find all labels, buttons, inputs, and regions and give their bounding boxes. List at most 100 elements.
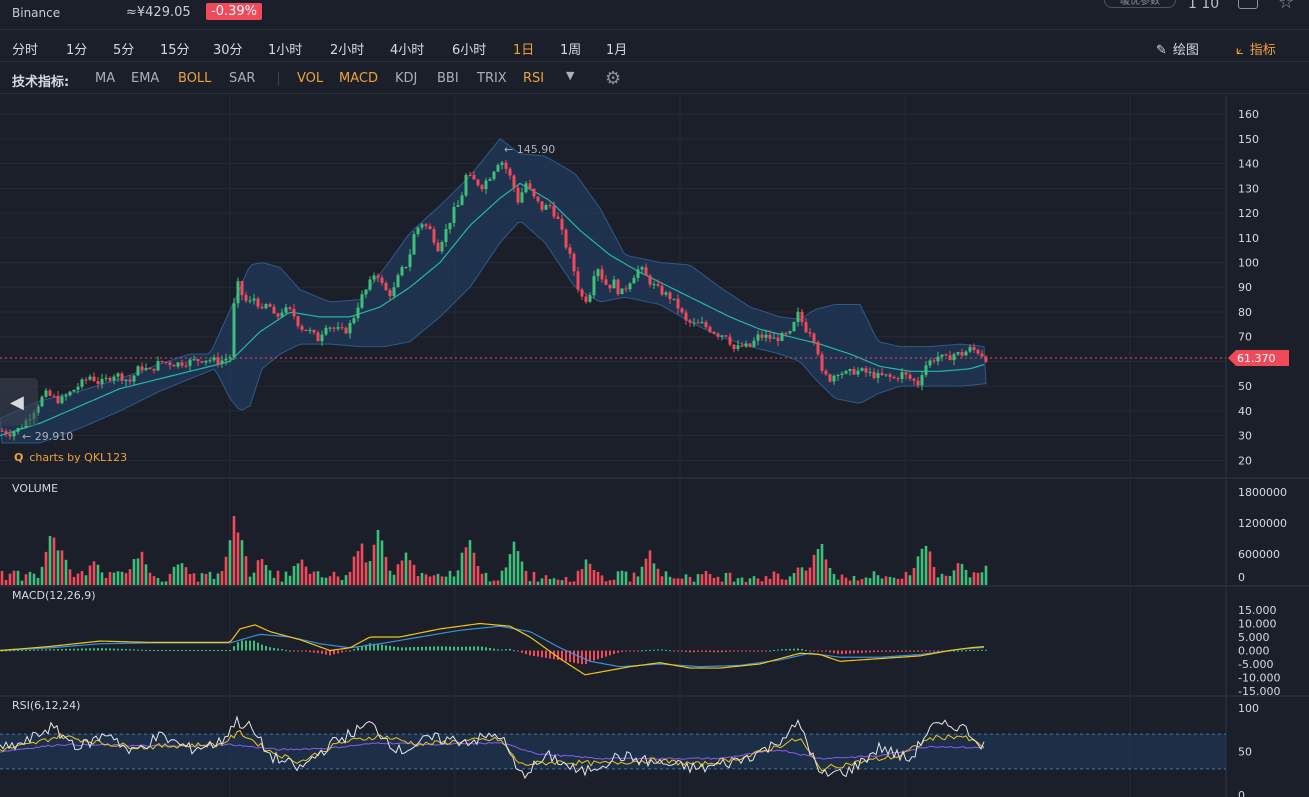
macd-hist-bar — [109, 648, 111, 651]
macd-hist-bar — [573, 650, 575, 663]
candle — [368, 279, 372, 290]
chart-canvas[interactable]: 160150140130120110100908070605040302061.… — [0, 95, 1309, 797]
volume-bar — [200, 573, 204, 585]
chevron-down-icon[interactable]: ▼ — [566, 69, 575, 82]
macd-hist-bar — [529, 650, 531, 656]
volume-bar — [788, 576, 792, 585]
indicator-rsi[interactable]: RSI — [523, 71, 545, 86]
volume-bar — [292, 566, 296, 585]
chart-icon: ⟀ — [1236, 43, 1244, 58]
indicators-button[interactable]: ⟀ 指标 — [1236, 39, 1276, 58]
macd-hist-bar — [793, 648, 795, 651]
candle — [84, 379, 88, 381]
timeframe-3[interactable]: 15分 — [160, 43, 190, 58]
draw-tool-button[interactable]: ✎ 绘图 — [1156, 39, 1199, 58]
timeframe-1[interactable]: 1分 — [66, 43, 88, 58]
volume-bar — [740, 577, 744, 585]
candle — [12, 431, 16, 437]
macd-hist-bar — [33, 649, 35, 651]
price-tick-40: 40 — [1238, 405, 1252, 418]
macd-hist-bar — [81, 648, 83, 651]
timeframe-7[interactable]: 4小时 — [390, 43, 425, 58]
macd-hist-bar — [73, 648, 75, 651]
volume-bar — [780, 579, 784, 585]
volume-bar — [904, 571, 908, 585]
macd-hist-bar — [129, 649, 131, 651]
boll-mid-line — [0, 182, 985, 437]
timeframe-10[interactable]: 1周 — [560, 43, 582, 58]
timeframe-11[interactable]: 1月 — [606, 43, 628, 58]
price-tick-90: 90 — [1238, 281, 1252, 294]
macd-hist-bar — [601, 650, 603, 658]
candle — [320, 334, 324, 342]
macd-hist-bar — [389, 645, 391, 651]
macd-hist-bar — [593, 650, 595, 661]
top-bar: Binance ≈¥429.05 -0.39% 暖优参数 1 10 ☆ — [0, 0, 1309, 30]
candle — [764, 334, 768, 338]
indicator-boll[interactable]: BOLL — [178, 71, 212, 86]
candle — [360, 294, 364, 308]
timeframe-2[interactable]: 5分 — [113, 43, 135, 58]
indicator-ema[interactable]: EMA — [131, 71, 160, 86]
candle — [636, 269, 640, 278]
timeframe-8[interactable]: 6小时 — [452, 43, 487, 58]
indicator-kdj[interactable]: KDJ — [395, 71, 418, 86]
macd-hist-bar — [385, 645, 387, 651]
fullscreen-icon[interactable] — [1238, 0, 1258, 9]
macd-hist-bar — [725, 650, 727, 652]
timeframe-5[interactable]: 1小时 — [268, 43, 303, 58]
macd-hist-bar — [433, 646, 435, 651]
macd-hist-bar — [437, 646, 439, 651]
macd-hist-bar — [345, 650, 347, 652]
scroll-left-button[interactable]: ◀ — [0, 378, 38, 426]
indicator-ma[interactable]: MA — [95, 71, 116, 86]
candle — [664, 292, 668, 295]
volume-bar — [232, 516, 236, 585]
macd-hist-bar — [693, 650, 695, 653]
star-icon[interactable]: ☆ — [1278, 0, 1295, 13]
rsi-band — [0, 734, 1226, 769]
macd-hist-bar — [909, 650, 911, 652]
macd-hist-bar — [153, 650, 155, 652]
timeframe-4[interactable]: 30分 — [213, 43, 243, 58]
macd-hist-bar — [405, 647, 407, 651]
macd-tick-1: 10.000 — [1238, 618, 1277, 631]
indicator-bbi[interactable]: BBI — [437, 71, 459, 86]
timeframe-0[interactable]: 分时 — [12, 43, 39, 58]
draw-tool-label: 绘图 — [1172, 43, 1199, 58]
indicator-macd[interactable]: MACD — [339, 71, 378, 86]
candle — [872, 371, 876, 379]
macd-hist-bar — [61, 648, 63, 651]
volume-bar — [660, 576, 664, 585]
candle — [92, 376, 96, 382]
candle — [540, 201, 544, 210]
candle — [256, 298, 260, 307]
params-button[interactable]: 暖优参数 — [1104, 0, 1176, 8]
candle — [676, 298, 680, 309]
indicator-trix[interactable]: TRIX — [477, 71, 507, 86]
volume-bar — [724, 572, 728, 585]
rsi-title: RSI(6,12,24) — [12, 699, 80, 712]
timeframe-6[interactable]: 2小时 — [330, 43, 365, 58]
volume-bar — [808, 567, 812, 585]
timeframe-9[interactable]: 1日 — [513, 43, 535, 58]
macd-hist-bar — [901, 650, 903, 652]
volume-bar — [172, 566, 176, 585]
volume-bar — [552, 578, 556, 585]
macd-hist-bar — [217, 650, 219, 652]
macd-hist-bar — [845, 650, 847, 654]
macd-hist-bar — [933, 650, 935, 652]
macd-hist-bar — [661, 649, 663, 651]
candle — [516, 187, 520, 203]
volume-bar — [152, 576, 156, 585]
candle — [836, 375, 840, 377]
candle — [404, 266, 408, 268]
candle — [68, 391, 72, 396]
volume-bar — [216, 573, 220, 585]
macd-hist-bar — [873, 650, 875, 653]
volume-bar — [28, 571, 32, 585]
indicator-sar[interactable]: SAR — [229, 71, 256, 86]
gear-icon[interactable]: ⚙ — [605, 68, 622, 89]
indicator-vol[interactable]: VOL — [297, 71, 324, 86]
candle — [692, 322, 696, 324]
